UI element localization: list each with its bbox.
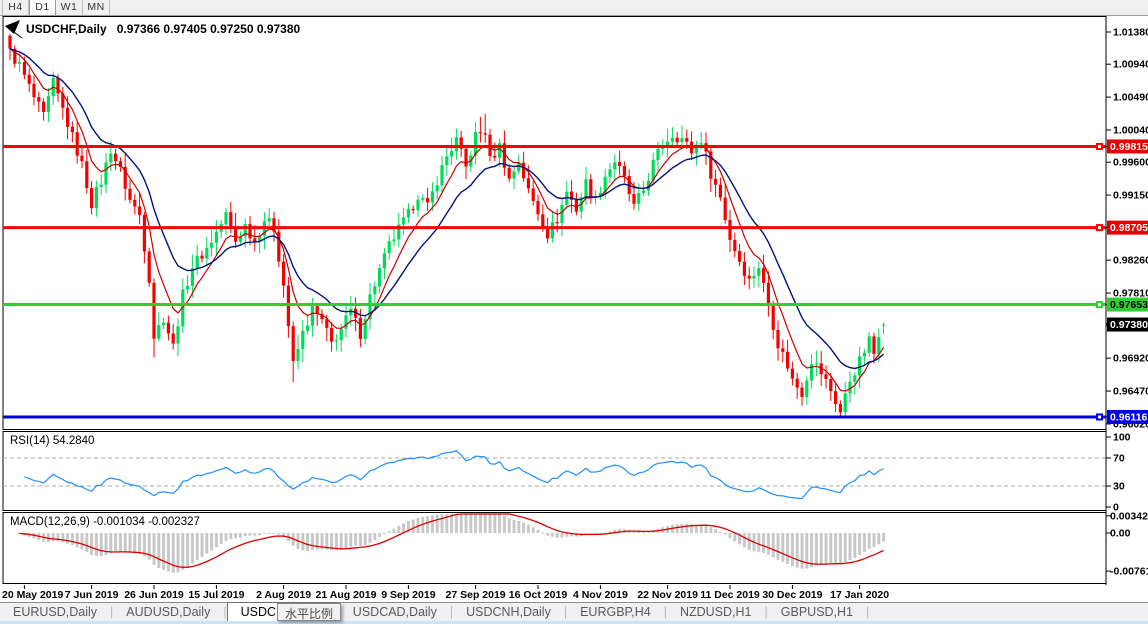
symbol-tab-eurgbp-h4[interactable]: EURGBP,H4 [580,605,651,619]
price-tick: 0.96470 [1113,386,1148,398]
rsi-tick: 0 [1113,502,1119,513]
tab-separator: | [449,605,454,619]
rsi-label: RSI(14) 54.2840 [10,435,94,447]
macd-tick: 0.003428 [1110,512,1148,522]
price-tick: 0.97810 [1113,288,1148,300]
price-badge: 0.96116 [1110,411,1148,423]
date-tick-label: 26 Jun 2019 [124,589,184,601]
date-tick-label: 30 Dec 2019 [762,589,822,601]
date-tick-label: 21 Aug 2019 [316,589,377,601]
date-tick-label: 20 May 2019 [2,589,63,601]
rsi-tick: 70 [1113,453,1125,465]
rsi-value: 54.2840 [52,435,95,447]
price-tick: 1.00940 [1113,59,1148,71]
chart-symbol-label: USDCHF,Daily [26,22,107,36]
macd-signal-line [19,513,884,568]
timeframe-tab-h4[interactable]: H4 [2,0,29,15]
date-tick-label: 9 Sep 2019 [381,589,435,601]
main-plot-border [2,16,1107,430]
tooltip: 水平比例 [277,603,342,621]
tab-separator: | [866,605,870,619]
price-tick: 1.00040 [1113,124,1148,136]
price-tick: 1.01380 [1113,27,1148,39]
symbol-tab-nzdusd-h1[interactable]: NZDUSD,H1 [679,605,752,619]
macd-axis-scale[interactable]: 0.003428 0.00 -0.007615 [1105,512,1148,585]
rsi-panel[interactable]: RSI(14) 54.2840 100 70 30 0 [0,431,1148,512]
date-tick-label: 11 Dec 2019 [700,589,760,601]
date-tick-label: 4 Nov 2019 [573,589,628,601]
price-badge: 0.97380 [1110,319,1148,331]
symbol-tab-eurusd-daily[interactable]: EURUSD,Daily [13,605,98,619]
tooltip-text: 水平比例 [285,607,334,621]
price-tick: 0.99600 [1113,157,1148,169]
date-tick-label: 7 Jun 2019 [65,589,119,601]
main-chart-panel[interactable]: USDCHF,Daily 0.97366 0.97405 0.97250 0.97… [0,16,1148,431]
chart-title: USDCHF,Daily 0.97366 0.97405 0.97250 0.97… [26,22,300,36]
timeframe-toolbar: H4 D1 W1 MN [0,0,1148,16]
price-tick: 0.99150 [1113,190,1148,202]
rsi-tick: 100 [1113,432,1131,444]
date-tick-label: 27 Sep 2019 [446,589,506,601]
date-axis-canvas: 20 May 2019 7 Jun 2019 26 Jun 2019 15 Jul 2… [2,585,889,601]
price-badge: 0.99815 [1110,141,1148,153]
date-tick-label: 17 Jan 2020 [830,589,889,601]
rsi-tick: 30 [1113,481,1125,493]
chart-shift-arrow-icon [5,20,23,39]
level-line-0.99815[interactable] [3,142,1106,150]
date-tick-label: 16 Oct 2019 [509,589,568,601]
rsi-axis-scale[interactable]: 100 70 30 0 [1105,431,1131,513]
level-line-0.98705[interactable] [3,224,1106,232]
tab-separator: | [764,605,768,619]
symbol-tab-bar: EURUSD,Daily|AUDUSD,Daily|USDCHF,Daily|U… [0,602,1148,621]
price-badge: 0.97653 [1110,299,1148,311]
macd-panel[interactable]: MACD(12,26,9) -0.001034 -0.002327 0.0034… [0,512,1148,585]
ma-7-line [9,48,885,392]
rsi-canvas[interactable]: 100 70 30 0 [0,431,1148,512]
date-tick-label: 2 Aug 2019 [256,589,311,601]
date-tick-label: 22 Nov 2019 [637,589,698,601]
chart-ohlc-values: 0.97366 0.97405 0.97250 0.97380 [116,22,301,36]
tab-separator: | [223,605,227,619]
symbol-tab-gbpusd-h1[interactable]: GBPUSD,H1 [780,605,854,619]
macd-tick: 0.00 [1110,528,1131,540]
symbol-tab-usdcnh-daily[interactable]: USDCNH,Daily [466,605,551,619]
level-line-0.97653[interactable] [3,301,1106,309]
date-tick-label: 15 Jul 2019 [188,589,244,601]
timeframe-tab-d1[interactable]: D1 [29,0,56,15]
price-tick: 0.98260 [1113,255,1148,267]
tab-separator: | [110,605,114,619]
price-tick: 0.96920 [1113,353,1148,365]
timeframe-tab-mn[interactable]: MN [83,0,110,15]
status-strip [0,621,1148,624]
rsi-name: RSI(14) [10,435,50,447]
price-tick: 1.00490 [1113,92,1148,104]
date-axis[interactable]: 20 May 2019 7 Jun 2019 26 Jun 2019 15 Jul 2… [0,585,1148,602]
timeframe-tab-w1[interactable]: W1 [56,0,83,15]
symbol-tab-usdcad-daily[interactable]: USDCAD,Daily [352,605,437,619]
level-line-0.96116[interactable] [3,413,1106,421]
macd-canvas[interactable]: 0.003428 0.00 -0.007615 [0,512,1148,585]
price-axis-scale[interactable]: 1.01380 1.00940 1.00490 1.00040 0.99600 0.991… [1105,16,1148,431]
ma-16-line [9,48,885,370]
tab-separator: | [663,605,667,619]
symbol-tab-audusd-daily[interactable]: AUDUSD,Daily [126,605,211,619]
macd-values: -0.001034 -0.002327 [93,516,200,528]
macd-name: MACD(12,26,9) [10,516,90,528]
macd-tick: -0.007615 [1110,566,1148,578]
price-badge: 0.98705 [1110,222,1148,234]
macd-label: MACD(12,26,9) -0.001034 -0.002327 [10,516,200,528]
rsi-line [24,450,884,500]
tab-separator: | [563,605,568,619]
main-chart-canvas[interactable]: 1.01380 1.00940 1.00490 1.00040 0.99600 0.991… [0,16,1148,431]
